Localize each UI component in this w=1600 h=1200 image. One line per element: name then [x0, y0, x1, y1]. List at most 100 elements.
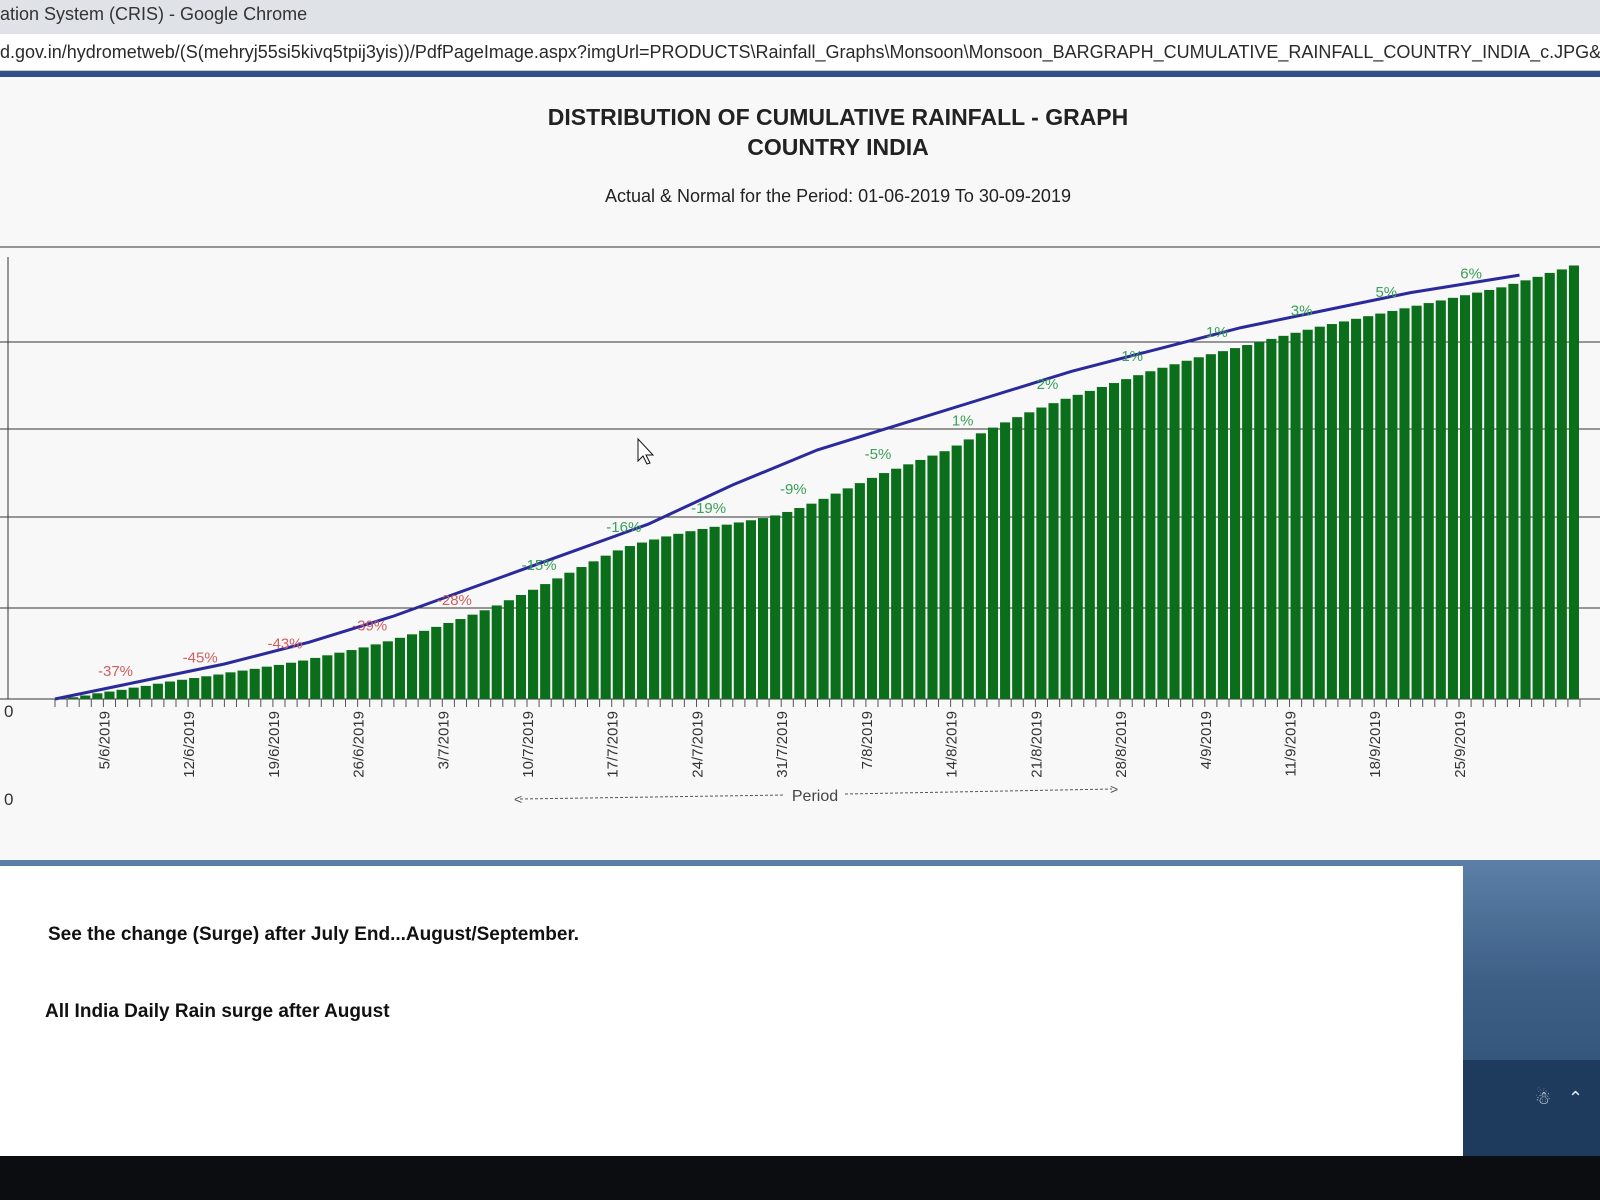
x-axis-label: Period — [792, 788, 838, 805]
period-arrow-left-head: < — [514, 791, 522, 807]
bar — [673, 533, 684, 699]
chevron-up-icon[interactable]: ⌃ — [1568, 1088, 1584, 1108]
bar — [1108, 383, 1120, 699]
bar — [1351, 318, 1362, 699]
bar — [1193, 357, 1204, 699]
x-tick-label: 5/6/2019 — [96, 711, 113, 769]
bar — [1375, 313, 1386, 699]
x-tick-label: 10/7/2019 — [520, 711, 537, 778]
bar — [237, 670, 248, 700]
bar — [1230, 348, 1241, 699]
bar — [1000, 422, 1011, 699]
bar — [770, 515, 781, 699]
people-icon[interactable]: ☃ — [1535, 1088, 1552, 1108]
x-tick-label: 7/8/2019 — [859, 711, 876, 769]
bar — [1084, 390, 1095, 699]
bars — [56, 265, 1579, 700]
departure-label: -37% — [98, 663, 133, 680]
departure-label: -5% — [865, 446, 892, 463]
bar — [189, 678, 200, 699]
bar — [1338, 321, 1350, 699]
departure-label: 5% — [1375, 284, 1397, 301]
bar — [1568, 265, 1579, 699]
bar — [382, 641, 393, 699]
bar — [177, 679, 188, 699]
x-tick-label: 11/9/2019 — [1283, 711, 1300, 777]
bar — [1363, 316, 1374, 699]
period-arrow-right-head: > — [1110, 781, 1118, 797]
window-title: ation System (CRIS) - Google Chrome — [0, 4, 308, 24]
bar — [564, 572, 575, 699]
bar — [1326, 324, 1337, 699]
bar — [1496, 287, 1507, 699]
bar — [249, 668, 260, 699]
bar — [830, 493, 841, 699]
x-tick-label: 21/8/2019 — [1028, 711, 1045, 778]
bar — [1290, 332, 1301, 699]
bar — [879, 473, 890, 699]
bar — [225, 672, 236, 699]
bar — [201, 676, 212, 699]
departure-label: -19% — [691, 500, 726, 517]
bar — [1387, 310, 1398, 699]
bar — [1169, 364, 1180, 699]
departure-label: 1% — [1206, 324, 1228, 341]
address-bar[interactable]: d.gov.in/hydrometweb/(S(mehryj55si5kivq5… — [0, 34, 1600, 71]
bar — [358, 647, 369, 699]
bar — [1048, 403, 1059, 699]
bar — [661, 536, 672, 699]
bar — [1435, 300, 1446, 699]
period-arrow-left — [519, 794, 786, 800]
bar — [68, 697, 79, 699]
bar — [757, 518, 769, 699]
bar — [503, 600, 514, 699]
note-line-1: See the change (Surge) after July End...… — [48, 924, 580, 945]
bar — [842, 488, 853, 699]
x-tick-label: 31/7/2019 — [774, 711, 791, 778]
x-tick-label: 24/7/2019 — [690, 711, 707, 778]
bar — [152, 683, 163, 700]
normal-line-group — [54, 273, 1520, 701]
bar — [1242, 345, 1253, 699]
x-tick-label: 14/8/2019 — [944, 711, 961, 778]
bar — [1556, 269, 1567, 699]
bar — [1278, 335, 1289, 699]
taskbar-tray: ☃ ⌃ — [1463, 1060, 1600, 1160]
departure-label: -45% — [183, 649, 218, 666]
bar — [612, 550, 623, 699]
bar — [552, 578, 563, 699]
y-tick-label-0: 0 — [4, 702, 13, 721]
bar — [491, 605, 502, 699]
bar — [951, 445, 962, 699]
bar — [406, 634, 418, 699]
bar — [1423, 303, 1434, 699]
x-axis-ticks: 5/6/2019 12/6/2019 19/6/2019 26/6/2019 3/7/2… — [54, 699, 1581, 778]
bar — [1205, 354, 1216, 699]
annotations: -37% -45% -43% -39% -28% -15% -16% -19% -9% -5% 1%… — [98, 266, 1482, 680]
bar — [866, 477, 878, 699]
bar — [1121, 379, 1132, 699]
note-line-2: All India Daily Rain surge after August — [45, 1001, 390, 1022]
period-arrow-right — [844, 788, 1113, 795]
x-tick-label: 17/7/2019 — [605, 711, 622, 778]
bar — [346, 650, 357, 699]
bar — [116, 689, 127, 699]
bar — [963, 439, 974, 699]
bar — [903, 464, 914, 699]
bar — [818, 498, 829, 699]
bar — [1520, 280, 1531, 699]
bar — [1012, 417, 1023, 699]
bar — [140, 685, 151, 699]
url-text[interactable]: d.gov.in/hydrometweb/(S(mehryj55si5kivq5… — [0, 42, 1600, 62]
departure-label: -9% — [780, 481, 807, 498]
bar — [92, 693, 103, 699]
x-tick-label: 18/9/2019 — [1367, 711, 1384, 778]
bar — [1036, 407, 1047, 699]
bar — [721, 524, 732, 699]
bar — [104, 691, 115, 699]
bar — [1024, 412, 1035, 699]
bar — [987, 427, 999, 699]
bar — [310, 657, 321, 699]
bar — [370, 644, 381, 700]
bar — [1072, 394, 1083, 699]
